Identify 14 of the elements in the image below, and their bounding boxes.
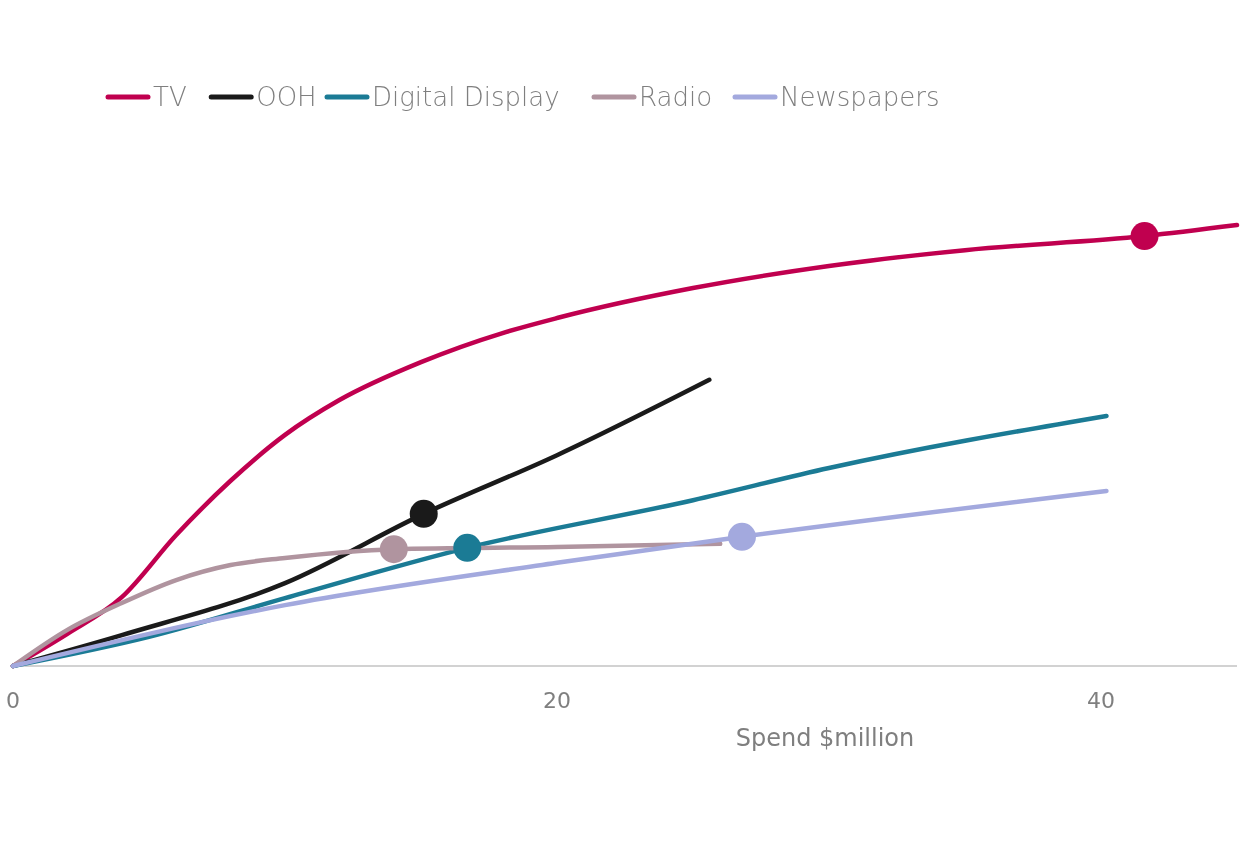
legend-label: TV <box>153 82 187 112</box>
point <box>453 533 482 562</box>
legend-label: Radio <box>639 82 713 112</box>
legend-label: OOH <box>256 82 317 112</box>
point <box>379 535 408 564</box>
point <box>409 499 438 528</box>
legend-label: Digital Display <box>372 82 560 112</box>
x-axis-title: Spend $million <box>735 724 915 752</box>
x-tick-label: 0 <box>6 688 20 713</box>
point <box>727 522 756 551</box>
point <box>1130 222 1159 251</box>
legend-label: Newspapers <box>780 82 940 112</box>
x-tick-label: 20 <box>543 688 571 713</box>
x-tick-label: 40 <box>1087 688 1115 713</box>
